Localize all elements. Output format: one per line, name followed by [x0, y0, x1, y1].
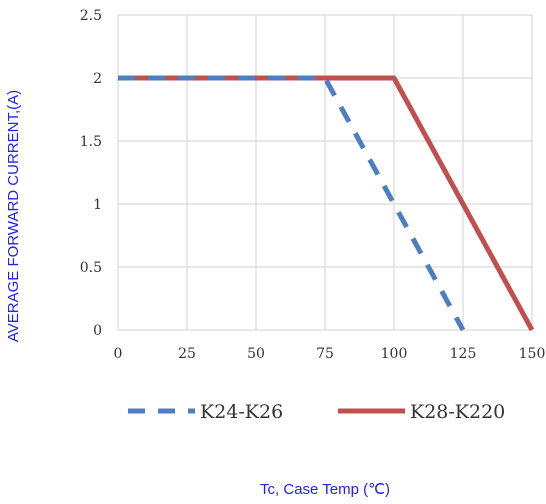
y-tick-label: 0: [93, 323, 102, 339]
y-tick-label: 0.5: [80, 260, 102, 276]
legend-label: K28-K220: [410, 401, 505, 423]
y-axis-ticks: 0 0.5 1 1.5 2 2.5: [80, 8, 102, 339]
y-tick-label: 2: [93, 71, 102, 87]
legend-label: K24-K26: [200, 401, 283, 423]
series-line-k24-k26: [118, 75, 466, 332]
x-tick-label: 150: [519, 346, 546, 362]
series-layer: [118, 75, 535, 332]
y-tick-label: 2.5: [80, 8, 102, 24]
x-tick-label: 100: [381, 346, 408, 362]
x-axis-ticks: 0 25 50 75 100 125 150: [114, 346, 546, 362]
x-tick-label: 25: [178, 346, 196, 362]
grid-lines: [117, 14, 533, 331]
y-axis-title: AVERAGE FORWARD CURRENT,(A): [5, 90, 22, 342]
legend: K24-K26 K28-K220: [128, 401, 505, 423]
x-axis-title: Tc, Case Temp (℃): [260, 481, 390, 498]
y-tick-label: 1: [93, 197, 102, 213]
x-tick-label: 75: [316, 346, 334, 362]
x-tick-label: 125: [450, 346, 477, 362]
x-tick-label: 0: [114, 346, 123, 362]
x-tick-label: 50: [247, 346, 265, 362]
y-tick-label: 1.5: [80, 134, 102, 150]
